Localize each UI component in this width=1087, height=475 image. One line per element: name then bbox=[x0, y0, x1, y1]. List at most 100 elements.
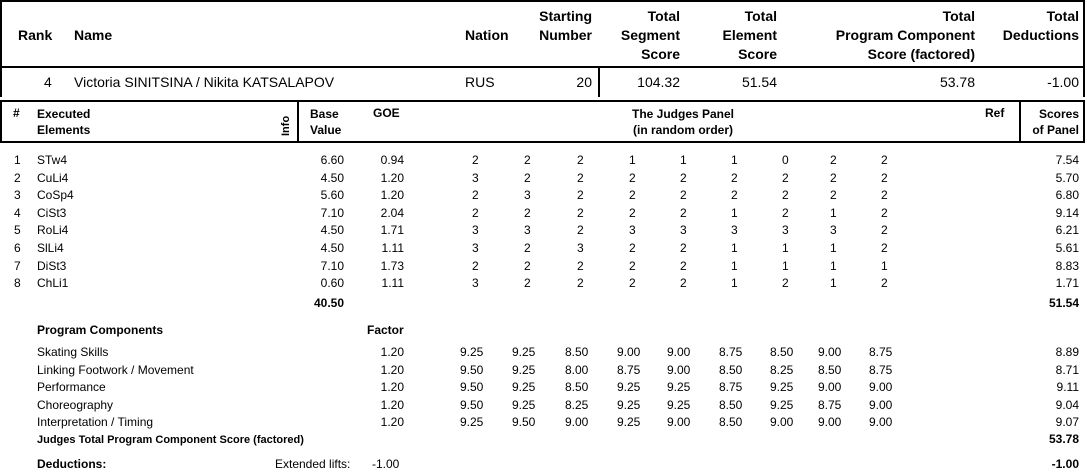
element-judge-score: 2 bbox=[524, 241, 531, 255]
component-judge-score: 9.25 bbox=[617, 397, 641, 412]
component-judge-score: 9.50 bbox=[460, 380, 484, 394]
component-judge-score: 9.00 bbox=[667, 362, 691, 377]
pc-total-label: Judges Total Program Component Score (fa… bbox=[37, 434, 304, 446]
element-judge-score: 1 bbox=[830, 241, 837, 255]
element-number: 7 bbox=[14, 258, 21, 273]
element-judge-score: 1 bbox=[830, 258, 837, 273]
elements-total-score: 51.54 bbox=[1048, 296, 1079, 310]
component-judge-score: 9.00 bbox=[869, 415, 893, 429]
factor-header: Factor bbox=[367, 323, 404, 337]
element-judge-score: 3 bbox=[577, 241, 584, 255]
element-panel-score: 5.70 bbox=[1055, 170, 1079, 185]
element-name: CiSt3 bbox=[37, 205, 67, 220]
tes-header: Total Element Score bbox=[722, 8, 777, 62]
executed-elements-header: Executed Elements bbox=[37, 107, 91, 137]
name-header: Name bbox=[74, 27, 113, 43]
component-judge-score: 9.00 bbox=[667, 345, 691, 359]
element-judge-score: 2 bbox=[782, 276, 789, 291]
element-panel-score: 8.83 bbox=[1055, 258, 1079, 273]
scores-of-panel-header: Scores of Panel bbox=[1032, 107, 1079, 137]
element-judge-score: 0 bbox=[782, 153, 789, 167]
component-judge-score: 8.50 bbox=[719, 415, 743, 429]
skater-deductions: -1.00 bbox=[1047, 74, 1079, 90]
deductions-total: -1.00 bbox=[1051, 457, 1079, 471]
component-judge-score: 8.25 bbox=[565, 397, 589, 412]
component-judge-score: 9.50 bbox=[512, 415, 536, 429]
component-judge-score: 9.00 bbox=[565, 415, 589, 429]
elements-total-base-value: 40.50 bbox=[313, 296, 344, 310]
element-number: 1 bbox=[14, 153, 21, 167]
component-judge-score: 8.75 bbox=[869, 345, 893, 359]
element-judge-score: 2 bbox=[881, 188, 888, 203]
element-judge-score: 2 bbox=[472, 205, 479, 220]
element-goe: 0.94 bbox=[380, 153, 404, 167]
element-judge-score: 2 bbox=[472, 258, 479, 273]
component-judge-score: 8.25 bbox=[770, 362, 794, 377]
goe-header: GOE bbox=[373, 106, 400, 120]
element-judge-score: 3 bbox=[472, 276, 479, 291]
element-panel-score: 5.61 bbox=[1055, 241, 1079, 255]
starting-number-header: Starting Number bbox=[539, 8, 592, 43]
component-judge-score: 9.25 bbox=[667, 397, 691, 412]
component-judge-score: 8.50 bbox=[719, 362, 743, 377]
element-judge-score: 1 bbox=[731, 276, 738, 291]
element-goe: 2.04 bbox=[380, 205, 404, 220]
component-judge-score: 9.00 bbox=[818, 415, 842, 429]
element-goe: 1.71 bbox=[380, 223, 404, 238]
component-judge-score: 9.25 bbox=[770, 397, 794, 412]
rank-header: Rank bbox=[18, 27, 53, 43]
component-judge-score: 8.75 bbox=[719, 380, 743, 394]
component-judge-score: 8.75 bbox=[869, 362, 893, 377]
element-judge-score: 3 bbox=[524, 188, 531, 203]
element-judge-score: 2 bbox=[680, 188, 687, 203]
skater-nation: RUS bbox=[465, 74, 495, 90]
element-judge-score: 2 bbox=[472, 153, 479, 167]
element-judge-score: 1 bbox=[680, 153, 687, 167]
component-factor: 1.20 bbox=[380, 362, 404, 377]
element-judge-score: 3 bbox=[524, 223, 531, 238]
element-judge-score: 2 bbox=[524, 205, 531, 220]
component-name: Choreography bbox=[37, 397, 114, 412]
component-factor: 1.20 bbox=[380, 380, 404, 394]
deductions-label: Deductions: bbox=[37, 457, 107, 471]
component-judge-score: 8.50 bbox=[719, 397, 743, 412]
component-judge-score: 9.25 bbox=[512, 397, 536, 412]
component-judge-score: 9.50 bbox=[460, 362, 484, 377]
component-judge-score: 9.00 bbox=[869, 380, 893, 394]
element-judge-score: 1 bbox=[830, 276, 837, 291]
element-judge-score: 2 bbox=[782, 205, 789, 220]
component-judge-score: 9.25 bbox=[770, 380, 794, 394]
element-judge-score: 2 bbox=[577, 276, 584, 291]
element-goe: 1.20 bbox=[380, 188, 404, 203]
element-judge-score: 2 bbox=[577, 205, 584, 220]
component-judge-score: 8.00 bbox=[565, 362, 589, 377]
skater-tes: 51.54 bbox=[741, 74, 777, 90]
element-base-value: 5.60 bbox=[320, 188, 344, 203]
element-judge-score: 1 bbox=[731, 205, 738, 220]
component-judge-score: 8.75 bbox=[818, 397, 842, 412]
element-judge-score: 2 bbox=[629, 188, 636, 203]
component-panel-score: 9.04 bbox=[1055, 397, 1079, 412]
skater-starting-number: 20 bbox=[576, 74, 592, 90]
element-number: 5 bbox=[14, 223, 21, 238]
component-judge-score: 9.25 bbox=[460, 415, 484, 429]
component-panel-score: 8.71 bbox=[1055, 362, 1079, 377]
deductions-header: Total Deductions bbox=[1002, 8, 1079, 43]
skater-rank: 4 bbox=[44, 74, 52, 90]
element-judge-score: 3 bbox=[472, 241, 479, 255]
element-judge-score: 3 bbox=[830, 223, 837, 238]
element-judge-score: 2 bbox=[881, 223, 888, 238]
element-judge-score: 2 bbox=[881, 241, 888, 255]
component-judge-score: 9.25 bbox=[460, 345, 484, 359]
element-judge-score: 2 bbox=[577, 188, 584, 203]
component-judge-score: 8.50 bbox=[770, 345, 794, 359]
component-judge-score: 9.25 bbox=[617, 380, 641, 394]
element-goe: 1.73 bbox=[380, 258, 404, 273]
component-factor: 1.20 bbox=[380, 345, 404, 359]
element-judge-score: 2 bbox=[680, 276, 687, 291]
component-name: Performance bbox=[37, 380, 106, 394]
tss-header: Total Segment Score bbox=[620, 8, 680, 62]
tpcs-header: Total Program Component Score (factored) bbox=[835, 8, 975, 62]
component-name: Skating Skills bbox=[37, 345, 109, 359]
element-base-value: 7.10 bbox=[320, 258, 344, 273]
